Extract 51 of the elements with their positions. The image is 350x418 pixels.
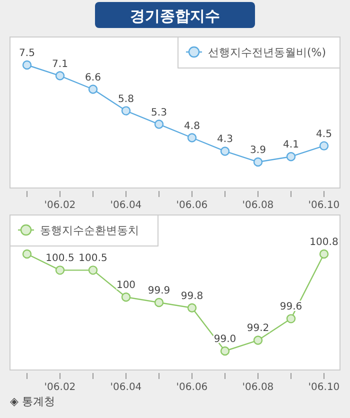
x-tick-label: '06.04	[110, 382, 142, 393]
data-label: 100.5	[78, 253, 108, 264]
point	[253, 336, 263, 345]
data-label: 7.5	[19, 48, 35, 59]
point	[55, 71, 65, 80]
x-tick-label: '06.06	[176, 200, 208, 211]
point	[187, 133, 197, 142]
text: ◈ 통계청	[10, 395, 55, 408]
x-tick-label: '06.08	[242, 382, 274, 393]
point	[88, 266, 98, 275]
data-label: 99.8	[180, 290, 204, 302]
legend-label: 선행지수전년동월비(%)	[208, 46, 326, 59]
point	[121, 106, 131, 116]
data-label: 3.9	[250, 145, 266, 156]
point	[22, 249, 32, 259]
point	[286, 152, 296, 162]
data-label: 7.1	[52, 58, 68, 70]
data-label: 99.9	[148, 286, 170, 296]
point	[121, 292, 131, 302]
x-tick-label: '06.08	[242, 200, 274, 211]
chart-title: 경기종합지수	[130, 7, 220, 25]
point	[286, 314, 296, 324]
point	[319, 141, 329, 150]
point	[253, 157, 263, 167]
point	[220, 346, 230, 356]
data-label: 5.8	[118, 94, 134, 105]
point	[220, 146, 230, 156]
x-tick-label: '06.10	[308, 200, 340, 211]
point	[22, 60, 32, 70]
x-tick-label: '06.04	[110, 200, 142, 211]
point	[154, 298, 164, 308]
data-label: 6.6	[85, 72, 101, 84]
point	[55, 266, 65, 275]
data-label: 5.3	[151, 107, 167, 118]
point	[88, 84, 98, 94]
data-label: 4.1	[283, 140, 299, 151]
data-label: 100.5	[46, 253, 74, 264]
data-label: 100	[116, 280, 136, 292]
point	[319, 249, 329, 259]
x-tick-label: '06.02	[44, 382, 76, 393]
data-label: 100.8	[310, 237, 338, 248]
legend-label: 동행지수순환변동치	[40, 224, 139, 237]
point	[187, 303, 197, 312]
point	[154, 120, 164, 129]
data-label: 4.8	[184, 120, 200, 132]
data-label: 4.5	[316, 128, 332, 140]
data-label: 4.3	[217, 134, 233, 146]
x-tick-label: '06.10	[308, 382, 340, 393]
x-tick-label: '06.06	[176, 382, 208, 393]
x-tick-label: '06.02	[44, 200, 76, 211]
data-label: 99.2	[246, 323, 270, 334]
